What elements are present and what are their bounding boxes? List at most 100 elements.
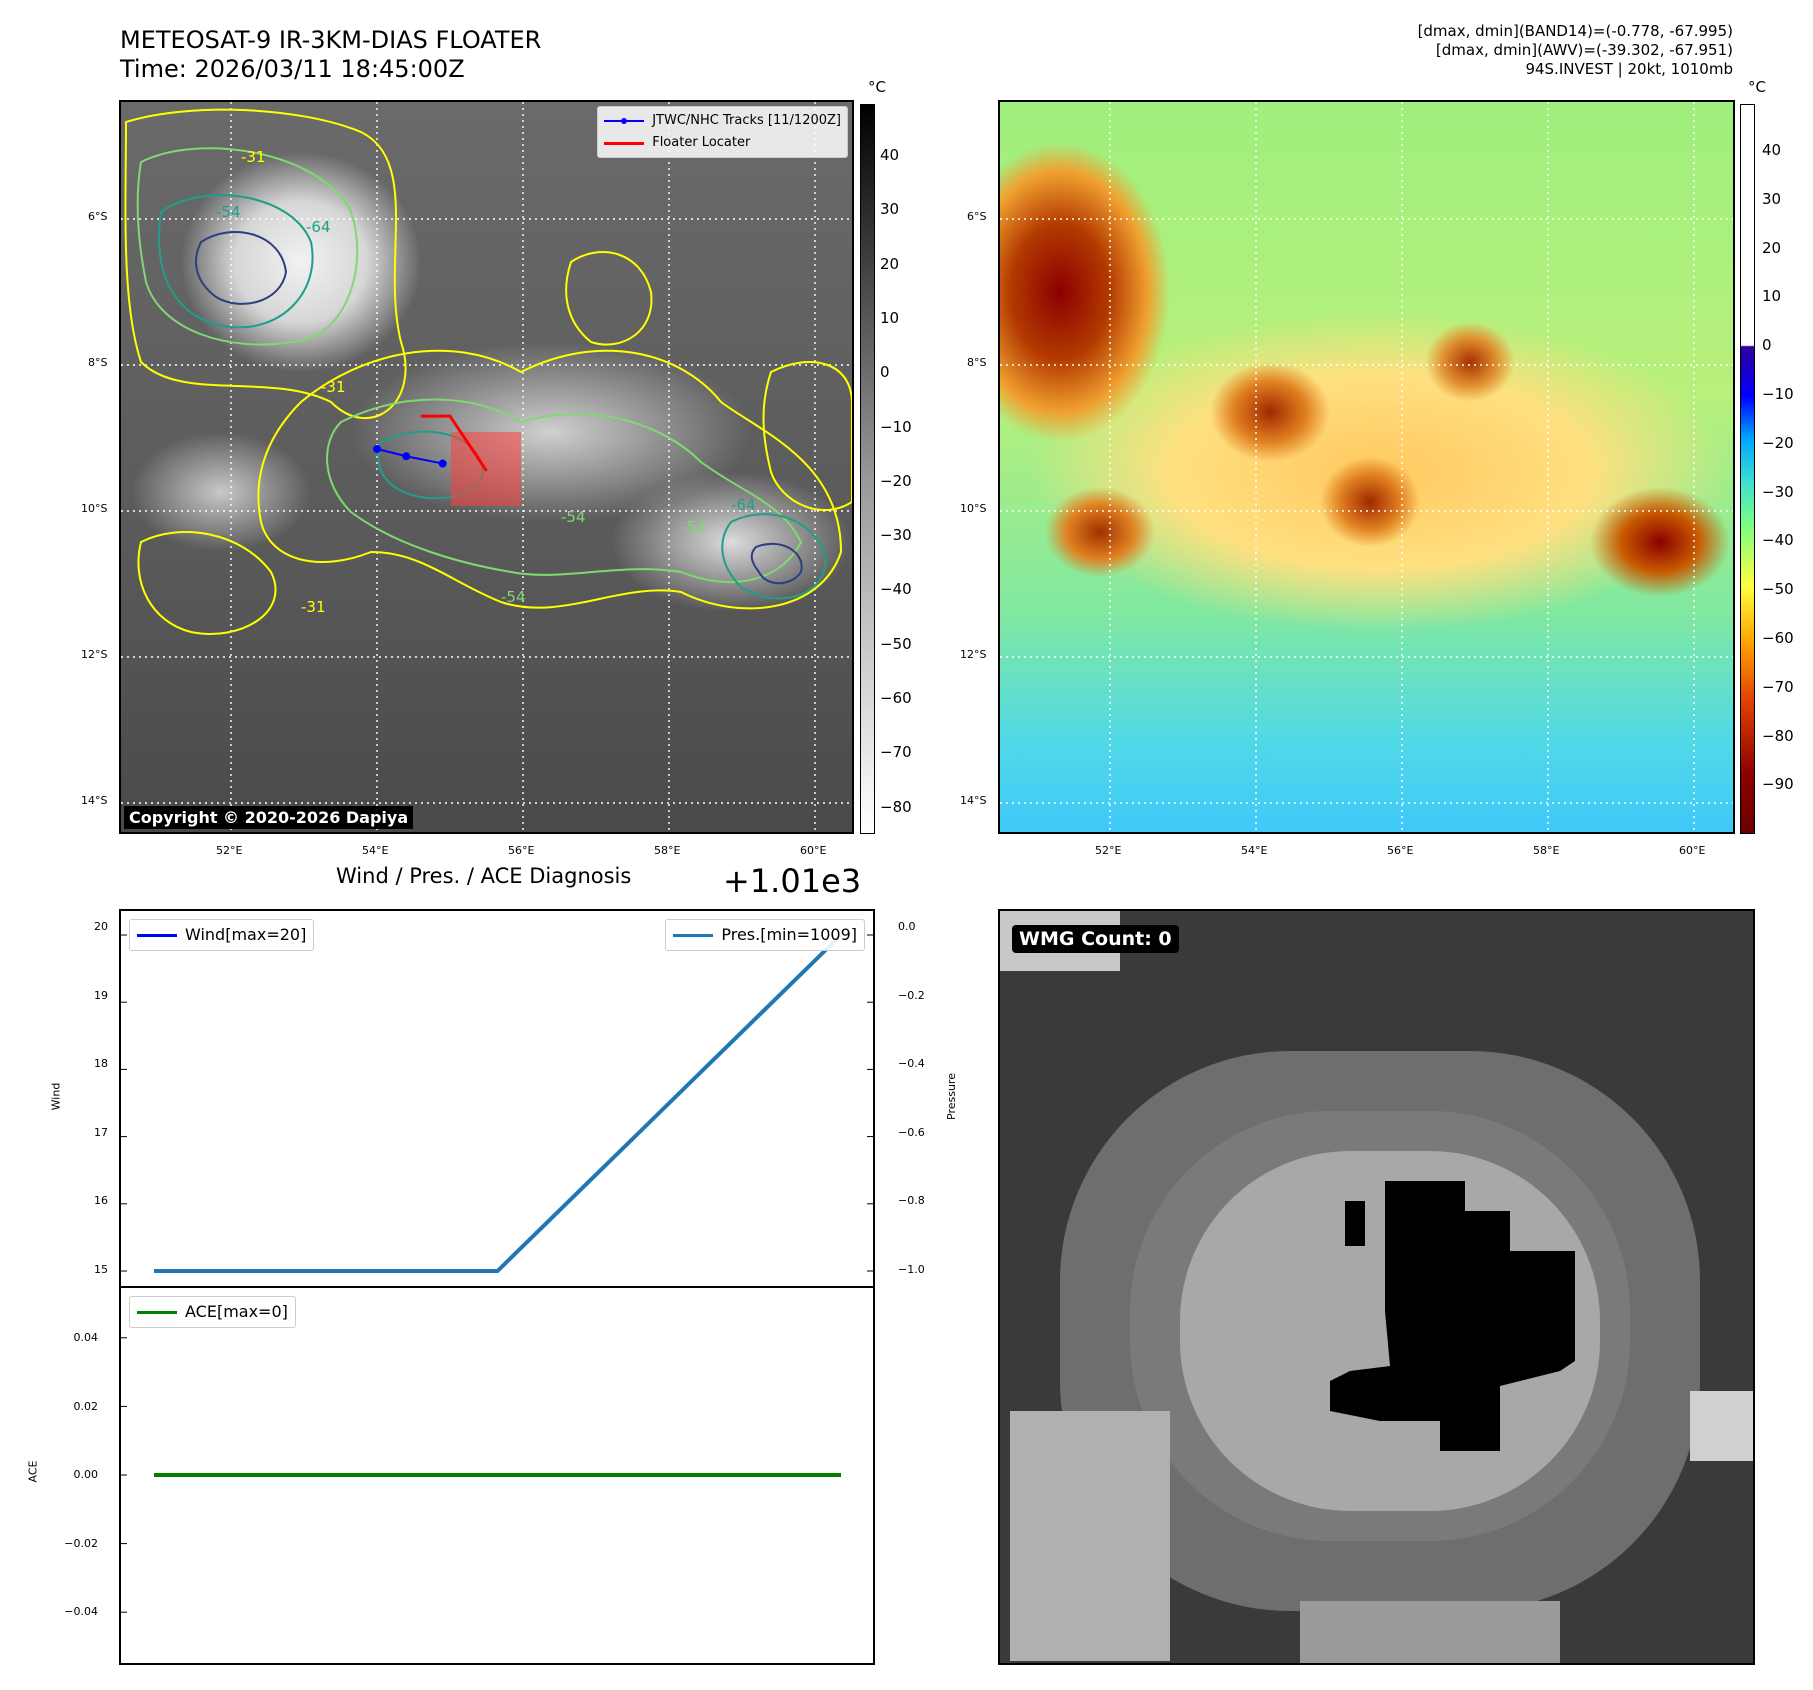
contour-label-54a: -54 [216, 203, 241, 221]
ir-cbar-tick: −70 [880, 743, 912, 762]
diagnosis-title: Wind / Pres. / ACE Diagnosis [336, 864, 632, 888]
ir-lon-54e: 54°E [362, 844, 389, 857]
awv-lat-14s: 14°S [960, 794, 987, 807]
wind-tick: 18 [94, 1057, 108, 1071]
awv-cbar-tick: 40 [1762, 141, 1782, 159]
ir-cbar-tick: 30 [880, 200, 900, 219]
wind-tick: 20 [94, 920, 108, 933]
ir-contours [124, 108, 852, 635]
contour-label-54d: -54 [501, 588, 526, 606]
contour-label-31b: -31 [321, 378, 346, 396]
ace-axis-label: ACE [26, 1460, 40, 1483]
legend-tracks-label: JTWC/NHC Tracks [11/1200Z] [652, 113, 841, 128]
wmg-sw-patch [1010, 1411, 1170, 1661]
pres-tick: −0.8 [898, 1194, 925, 1208]
ir-cbar-tick: 10 [880, 308, 900, 327]
wind-tick: 19 [94, 988, 108, 1002]
title-line-1: METEOSAT-9 IR-3KM-DIAS FLOATER [120, 26, 542, 54]
ir-colorbar-unit: °C [868, 78, 886, 96]
floater-locater-line [420, 414, 488, 472]
wmg-s-patch [1300, 1601, 1560, 1663]
track-point [438, 459, 447, 468]
awv-cbar-tick: −60 [1762, 629, 1794, 647]
ir-colorbar [860, 104, 875, 834]
pres-legend-swatch [673, 933, 714, 937]
pres-tick: −1.0 [898, 1263, 925, 1276]
awv-cbar-tick: −90 [1762, 775, 1794, 794]
ace-tick: 0.00 [73, 1468, 99, 1482]
ir-cbar-tick: 40 [880, 146, 900, 164]
track-point [402, 452, 411, 461]
pressure-axis-label: Pressure [944, 1073, 958, 1120]
pressure-offset-label: +1.01e3 [723, 862, 862, 900]
ir-legend: JTWC/NHC Tracks [11/1200Z] Floater Locat… [597, 106, 848, 158]
wind-tick: 17 [94, 1125, 108, 1139]
awv-colorbar [1740, 104, 1755, 834]
ir-lon-58e: 58°E [654, 844, 681, 857]
ir-lat-10s: 10°S [81, 502, 108, 515]
legend-locater-swatch [604, 141, 645, 145]
info-line-1: [dmax, dmin](BAND14)=(-0.778, -67.995) [1417, 22, 1733, 40]
wind-tick: 15 [94, 1263, 108, 1276]
wmg-image [1000, 911, 1753, 1663]
pres-tick: −0.2 [898, 988, 925, 1002]
ace-tick: 0.04 [73, 1331, 99, 1344]
contour-label-64b: -64 [731, 496, 756, 514]
ace-legend: ACE[max=0] [129, 1296, 296, 1328]
wind-pressure-panel: Wind[max=20] Pres.[min=1009] [119, 909, 875, 1289]
pres-tick: −0.4 [898, 1057, 925, 1071]
awv-lon-58e: 58°E [1533, 844, 1560, 857]
contour-label-64a: -64 [306, 218, 331, 236]
contour-label-31a: -31 [241, 148, 266, 166]
wind-legend: Wind[max=20] [129, 919, 315, 951]
ace-panel: ACE[max=0] [119, 1286, 875, 1665]
contour-outer-north [565, 251, 653, 346]
awv-lon-60e: 60°E [1679, 844, 1706, 857]
pres-legend-label: Pres.[min=1009] [721, 925, 857, 944]
wind-axis-label: Wind [49, 1082, 63, 1111]
contour-label-31c: -31 [301, 598, 326, 616]
ir-cbar-tick: −80 [880, 797, 912, 816]
awv-lon-52e: 52°E [1095, 844, 1122, 857]
contour-core-west [195, 231, 288, 305]
ir-lat-8s: 8°S [88, 356, 108, 369]
title-line-2: Time: 2026/03/11 18:45:00Z [120, 55, 465, 83]
ace-tick: −0.02 [64, 1536, 98, 1550]
ir-lat-14s: 14°S [81, 794, 108, 807]
awv-lat-10s: 10°S [960, 502, 987, 515]
contour-inner-west [158, 194, 314, 329]
legend-locater: Floater Locater [604, 132, 841, 154]
wmg-eye-core [1330, 1181, 1575, 1451]
ir-cbar-tick: 0 [880, 363, 890, 382]
ir-track-layer [373, 414, 488, 472]
awv-cbar-tick: −80 [1762, 726, 1794, 745]
wind-tick: 16 [94, 1194, 108, 1208]
awv-cbar-tick: −70 [1762, 677, 1794, 696]
awv-cbar-tick: −20 [1762, 433, 1794, 452]
awv-lat-12s: 12°S [960, 648, 987, 661]
wind-legend-label: Wind[max=20] [185, 925, 307, 944]
awv-map-panel [998, 100, 1735, 834]
info-line-3: 94S.INVEST | 20kt, 1010mb [1525, 60, 1733, 78]
ir-cbar-tick: −20 [880, 471, 912, 490]
awv-lon-54e: 54°E [1241, 844, 1268, 857]
ir-cbar-tick: −30 [880, 526, 912, 545]
ace-tick: 0.02 [73, 1399, 99, 1413]
wmg-count-badge: WMG Count: 0 [1012, 925, 1179, 953]
ace-tick: −0.04 [64, 1605, 98, 1619]
ir-cbar-tick: −10 [880, 417, 912, 436]
awv-cbar-tick: 20 [1762, 238, 1782, 257]
ace-plot [121, 1337, 841, 1613]
ir-cbar-tick: −50 [880, 634, 912, 653]
awv-colorbar-unit: °C [1748, 78, 1766, 96]
wind-pressure-plot [121, 933, 873, 1273]
contour-label-54c: -54 [681, 518, 706, 536]
legend-locater-label: Floater Locater [652, 135, 751, 150]
ir-lat-6s: 6°S [88, 210, 108, 223]
ir-gridlines [121, 102, 852, 832]
ir-map-overlay: -31 -54 -64 -31 -54 -54 -64 -31 -54 [121, 102, 852, 832]
awv-cbar-tick: −10 [1762, 385, 1794, 403]
legend-tracks: JTWC/NHC Tracks [11/1200Z] [604, 110, 841, 132]
ace-legend-swatch [137, 1310, 177, 1314]
contour-core-east [750, 542, 803, 585]
